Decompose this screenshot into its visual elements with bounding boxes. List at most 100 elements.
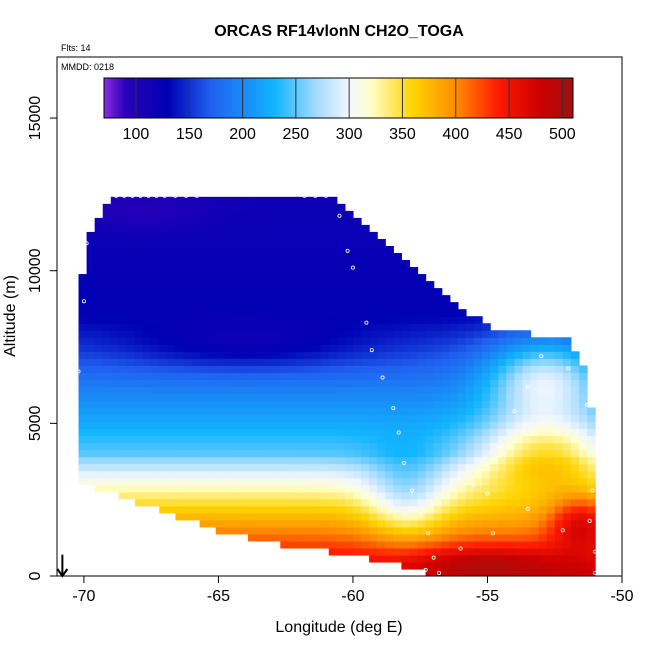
heatmap-cell — [369, 260, 378, 268]
heatmap-cell — [457, 456, 467, 465]
heatmap-cell — [554, 498, 564, 507]
heatmap-cell — [522, 526, 532, 535]
heatmap-cell — [199, 512, 209, 521]
heatmap-cell — [151, 379, 160, 388]
heatmap-cell — [465, 547, 475, 556]
heatmap-cell — [207, 407, 217, 416]
heatmap-cell — [118, 435, 128, 444]
heatmap-cell — [328, 224, 338, 233]
heatmap-cell — [126, 379, 136, 388]
heatmap-cell — [102, 330, 112, 338]
heatmap-cell — [288, 274, 298, 282]
heatmap-cell — [215, 477, 225, 486]
heatmap-cell — [167, 358, 176, 366]
heatmap-cell — [352, 540, 362, 549]
heatmap-cell — [288, 203, 298, 212]
heatmap-cell — [498, 421, 507, 430]
heatmap-cell — [498, 568, 507, 576]
heatmap-cell — [280, 477, 289, 486]
heatmap-cell — [248, 463, 257, 472]
heatmap-cell — [102, 421, 112, 430]
heatmap-cell — [320, 260, 330, 268]
heatmap-cell — [102, 407, 112, 416]
heatmap-cell — [159, 302, 168, 310]
heatmap-cell — [135, 400, 144, 409]
heatmap-cell — [417, 302, 427, 310]
heatmap-cell — [546, 379, 556, 388]
heatmap-cell — [231, 435, 241, 444]
heatmap-cell — [352, 295, 362, 303]
flight-track-point — [490, 531, 495, 536]
heatmap-cell — [320, 456, 330, 465]
heatmap-cell — [425, 554, 435, 563]
heatmap-cell — [320, 491, 330, 500]
heatmap-cell — [151, 203, 160, 212]
heatmap-cell — [482, 470, 491, 479]
heatmap-cell — [175, 351, 185, 359]
heatmap-cell — [280, 414, 289, 423]
heatmap-cell — [522, 442, 532, 451]
heatmap-cell — [143, 414, 152, 423]
heatmap-cell — [199, 519, 209, 528]
heatmap-cell — [352, 477, 362, 486]
heatmap-cell — [369, 526, 378, 535]
heatmap-cell — [587, 407, 596, 416]
heatmap-cell — [296, 512, 306, 521]
heatmap-cell — [183, 267, 193, 275]
heatmap-cell — [482, 400, 491, 409]
heatmap-cell — [264, 323, 273, 331]
heatmap-cell — [393, 372, 402, 380]
heatmap-cell — [207, 330, 217, 338]
heatmap-cell — [223, 358, 233, 366]
heatmap-cell — [377, 435, 386, 444]
heatmap-cell — [288, 512, 298, 521]
heatmap-cell — [223, 217, 233, 226]
heatmap-cell — [264, 484, 273, 493]
heatmap-cell — [110, 470, 120, 479]
heatmap-cell — [239, 288, 249, 296]
heatmap-cell — [433, 456, 443, 465]
heatmap-cell — [102, 309, 112, 317]
heatmap-cell — [248, 330, 257, 338]
heatmap-cell — [587, 421, 596, 430]
heatmap-cell — [304, 238, 314, 247]
heatmap-cell — [296, 253, 306, 261]
heatmap-cell — [231, 217, 241, 226]
heatmap-cell — [498, 526, 507, 535]
heatmap-cell — [320, 344, 330, 352]
heatmap-cell — [433, 540, 443, 549]
heatmap-cell — [369, 365, 378, 373]
heatmap-cell — [248, 203, 257, 212]
heatmap-cell — [110, 393, 120, 402]
heatmap-cell — [538, 421, 548, 430]
heatmap-cell — [441, 309, 451, 317]
heatmap-cell — [465, 435, 475, 444]
heatmap-cell — [135, 463, 144, 472]
heatmap-cell — [554, 344, 564, 352]
heatmap-cell — [474, 365, 483, 373]
heatmap-cell — [522, 484, 532, 493]
flight-track-point — [396, 430, 401, 435]
heatmap-cell — [199, 309, 209, 317]
heatmap-cell — [312, 231, 322, 240]
heatmap-cell — [361, 365, 370, 373]
heatmap-cell — [312, 330, 322, 338]
heatmap-cell — [175, 428, 185, 437]
heatmap-cell — [546, 351, 556, 359]
heatmap-cell — [183, 400, 193, 409]
heatmap-cell — [207, 435, 217, 444]
heatmap-cell — [393, 358, 402, 366]
heatmap-cell — [199, 224, 209, 233]
heatmap-cell — [256, 210, 265, 219]
heatmap-cell — [143, 302, 152, 310]
heatmap-cell — [417, 484, 427, 493]
heatmap-cell — [554, 337, 564, 345]
heatmap-cell — [86, 330, 96, 338]
heatmap-cell — [393, 351, 402, 359]
heatmap-cell — [126, 302, 136, 310]
heatmap-cell — [433, 421, 443, 430]
heatmap-cell — [522, 568, 532, 576]
heatmap-cell — [490, 358, 499, 366]
heatmap-cell — [538, 491, 548, 500]
heatmap-cell — [215, 365, 225, 373]
